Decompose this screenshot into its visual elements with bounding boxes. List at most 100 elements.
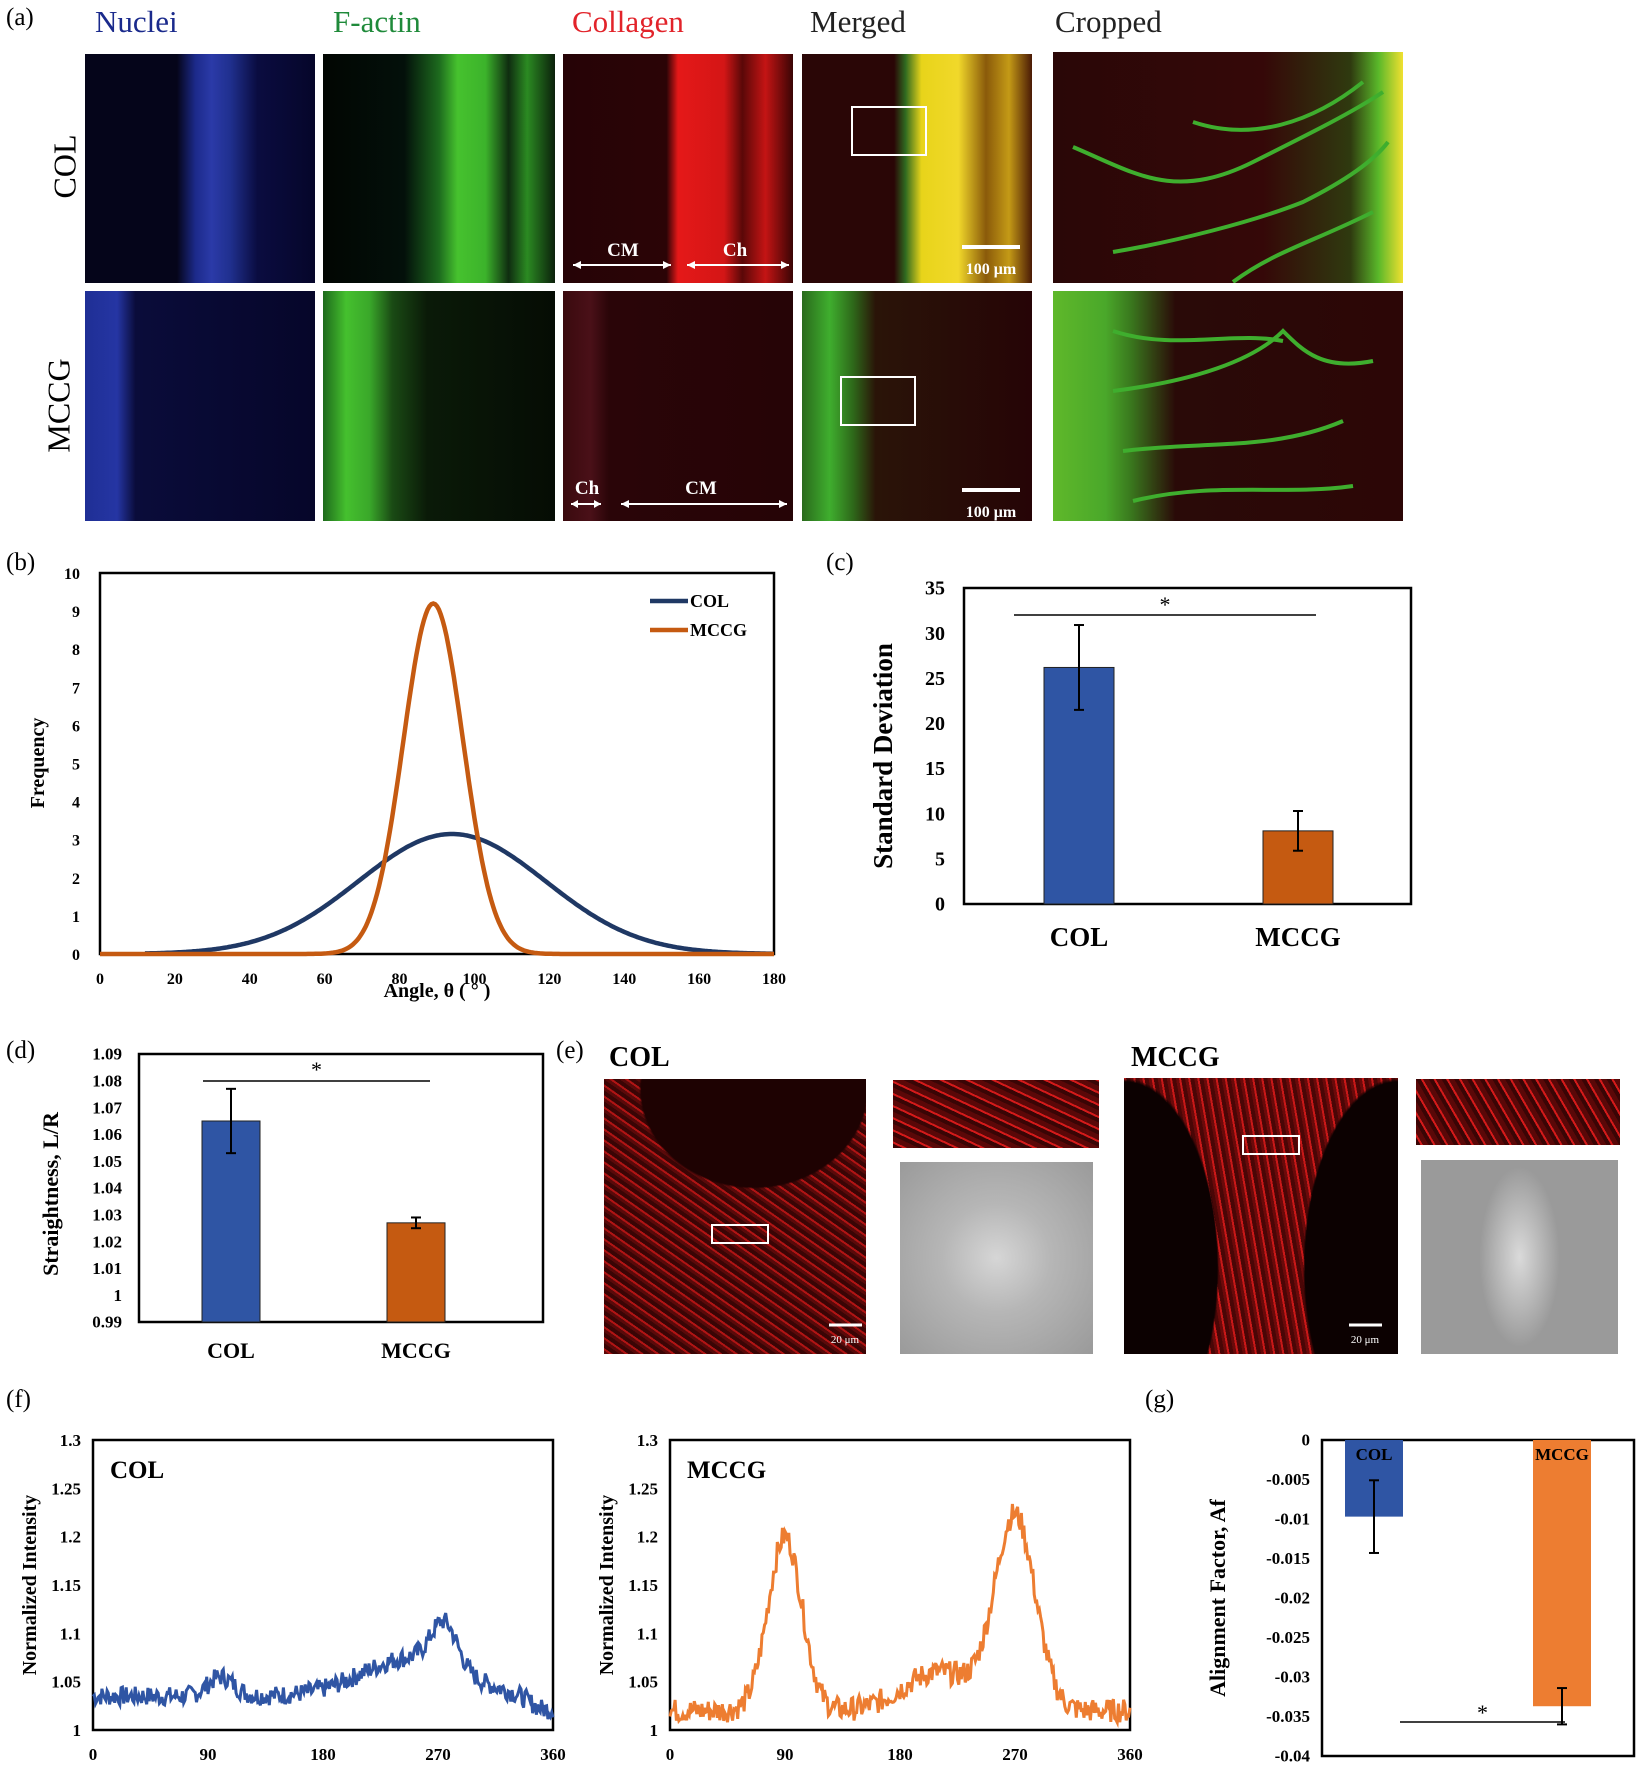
mccg-fiber-crop-box xyxy=(1242,1135,1300,1155)
g-plot-ytick-label: -0.025 xyxy=(1266,1628,1310,1647)
b-ytick-label: 0 xyxy=(72,947,80,964)
g-plot-ytick-label: -0.005 xyxy=(1266,1470,1310,1489)
right-xtick-label: 90 xyxy=(777,1745,794,1764)
mccg-collagen-image: Ch CM xyxy=(563,291,793,521)
right-title: MCCG xyxy=(687,1457,766,1484)
c-plot-ytick-label: 35 xyxy=(925,578,945,600)
right-ytick-label: 1.05 xyxy=(628,1673,658,1692)
right-xtick-label: 270 xyxy=(1002,1745,1028,1764)
panel-d-chart: 0.99 1 1.01 1.02 1.03 1.04 1.05 1.06 1.07 1.08 1.0… xyxy=(38,1045,545,1363)
left-ytick-label: 1.1 xyxy=(60,1624,81,1643)
g-plot-ytick-label: -0.015 xyxy=(1266,1549,1310,1568)
col-cropped-image xyxy=(1053,52,1403,283)
right-xtick-label: 360 xyxy=(1117,1745,1143,1764)
legend-col: COL xyxy=(690,591,729,611)
panel-g-ylabel: Alignment Factor, Af xyxy=(1205,1498,1230,1696)
b-xtick-label: 80 xyxy=(392,971,408,988)
col-collagen-image: CM Ch xyxy=(563,54,793,283)
left-xtick-label: 90 xyxy=(200,1745,217,1764)
g-plot-ytick-label: -0.01 xyxy=(1275,1510,1310,1529)
d-plot-significance-star: * xyxy=(311,1057,322,1082)
mccg-ch-annotation: Ch xyxy=(575,478,600,499)
left-frame xyxy=(91,1438,555,1732)
mccg-merged-image: 100 μm xyxy=(802,291,1032,521)
b-xtick-label: 120 xyxy=(537,971,561,988)
b-ytick-label: 7 xyxy=(72,680,80,697)
b-ytick-label: 8 xyxy=(72,642,80,659)
mccg-cropped-image xyxy=(1053,291,1403,521)
panel-d-ylabel: Straightness, L/R xyxy=(38,1111,63,1276)
c-plot-category-mccg: MCCG xyxy=(1255,922,1340,952)
col-merged-image: 100 μm xyxy=(802,54,1032,283)
d-plot-bar-mccg xyxy=(386,1222,446,1323)
d-plot-ytick-label: 1.04 xyxy=(92,1179,122,1198)
panel-g-chart: 0 -0.005 -0.01 -0.015 -0.02 -0.025 -0.03 -0.035… xyxy=(1205,1431,1636,1766)
right-xtick-label: 180 xyxy=(887,1745,913,1764)
mccg-factin-image xyxy=(323,291,555,521)
panel-b-label: (b) xyxy=(6,549,36,576)
d-plot-ytick-label: 1.05 xyxy=(92,1152,122,1171)
g-plot-ytick-label: -0.02 xyxy=(1275,1589,1310,1608)
left-ytick-label: 1.15 xyxy=(51,1576,81,1595)
left-ytick-label: 1.05 xyxy=(51,1673,81,1692)
panel-a-label: (a) xyxy=(6,4,34,31)
right-ytick-label: 1.3 xyxy=(637,1431,658,1450)
col-collagen-fiber-image: 20 μm xyxy=(604,1079,866,1354)
b-ytick-label: 10 xyxy=(64,566,80,583)
mccg-frequency-line xyxy=(100,601,774,957)
d-plot-ytick-label: 1.01 xyxy=(92,1259,122,1278)
b-ytick-label: 3 xyxy=(72,833,80,850)
mccg-fiber-scalebar: 20 μm xyxy=(1351,1334,1380,1346)
panel-b-ylabel: Frequency xyxy=(27,718,49,809)
col-crop-box xyxy=(851,106,927,156)
g-plot-ytick-label: -0.03 xyxy=(1275,1668,1310,1687)
left-xtick-label: 180 xyxy=(310,1745,336,1764)
b-ytick-label: 9 xyxy=(72,604,80,621)
left-ylabel: Normalized Intensity xyxy=(19,1495,41,1676)
header-cropped: Cropped xyxy=(1055,4,1162,39)
g-plot-ytick-label: 0 xyxy=(1302,1431,1311,1450)
panel-d-label: (d) xyxy=(6,1037,36,1064)
c-plot-ytick-label: 30 xyxy=(925,623,945,645)
left-ytick-label: 1 xyxy=(73,1721,82,1740)
b-xtick-label: 140 xyxy=(612,971,636,988)
col-intensity-line xyxy=(91,1612,555,1721)
col-frequency-line xyxy=(144,831,774,956)
col-fiber-zoom-image xyxy=(893,1080,1099,1148)
col-cm-annotation: CM xyxy=(607,240,639,261)
right-ytick-label: 1.2 xyxy=(637,1528,658,1547)
mccg-scalebar-text: 100 μm xyxy=(966,504,1017,521)
right-ytick-label: 1.25 xyxy=(628,1479,658,1498)
b-ytick-label: 5 xyxy=(72,757,80,774)
b-ytick-label: 1 xyxy=(72,909,80,926)
d-plot-category-mccg: MCCG xyxy=(381,1338,451,1363)
panel-b-xlabel: Angle, θ ( ° ) xyxy=(384,980,491,1002)
right-ytick-label: 1.1 xyxy=(637,1624,658,1643)
c-plot-ytick-label: 0 xyxy=(935,894,945,916)
mccg-crop-box xyxy=(840,376,916,426)
c-plot-ytick-label: 15 xyxy=(925,758,945,780)
panel-f-chart: 11.051.11.151.21.251.3090180270360Angle,… xyxy=(19,1431,1143,1764)
g-plot-category-mccg: MCCG xyxy=(1535,1445,1589,1464)
panel-c-ylabel: Standard Deviation xyxy=(868,643,898,869)
b-xtick-label: 0 xyxy=(96,971,104,988)
left-xtick-label: 0 xyxy=(89,1745,98,1764)
right-ytick-label: 1 xyxy=(650,1721,659,1740)
c-plot-ytick-label: 25 xyxy=(925,668,945,690)
mccg-intensity-line xyxy=(668,1503,1132,1729)
b-ytick-label: 4 xyxy=(72,795,80,812)
mccg-fiber-zoom-image xyxy=(1416,1079,1620,1145)
g-plot-ytick-label: -0.04 xyxy=(1275,1747,1311,1766)
panel-c-chart: 0 5 10 15 20 25 30 35 COL MCCG * Standard Deviatio… xyxy=(868,578,1413,952)
left-xtick-label: 360 xyxy=(540,1745,566,1764)
panel-f-label: (f) xyxy=(6,1386,31,1413)
d-plot-ytick-label: 0.99 xyxy=(92,1313,122,1332)
right-xtick-label: 0 xyxy=(666,1745,675,1764)
right-ytick-label: 1.15 xyxy=(628,1576,658,1595)
mccg-cm-annotation: CM xyxy=(685,478,717,499)
left-ytick-label: 1.2 xyxy=(60,1528,81,1547)
mccg-nuclei-image xyxy=(85,291,315,521)
c-plot-ytick-label: 5 xyxy=(935,849,945,871)
legend-mccg: MCCG xyxy=(690,620,747,640)
d-plot-ytick-label: 1.06 xyxy=(92,1125,122,1144)
